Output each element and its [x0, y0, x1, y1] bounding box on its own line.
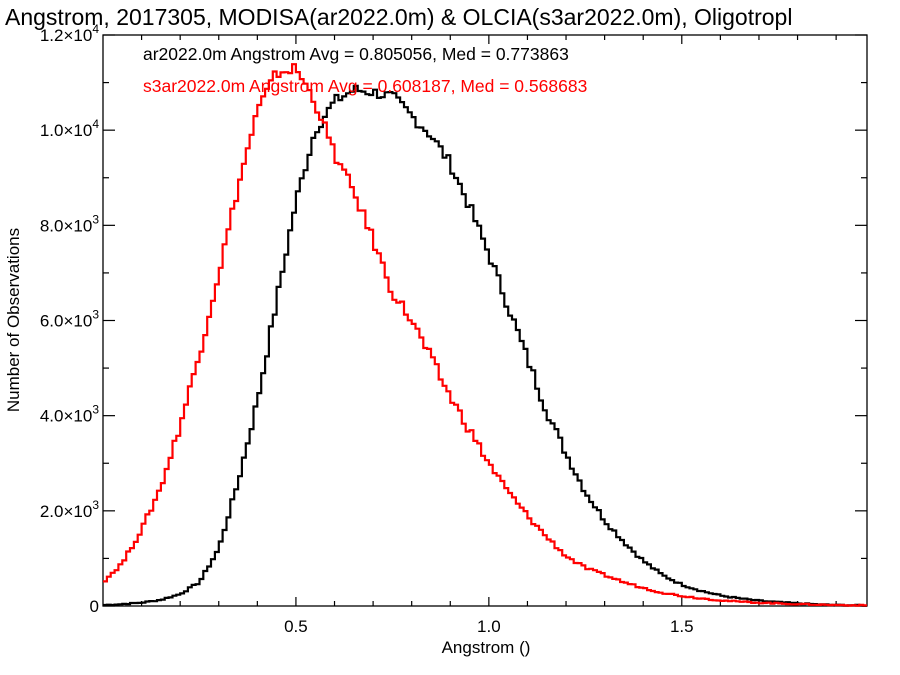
- y-tick-label: 6.0×103: [40, 308, 99, 331]
- series-line-s3ar2022.0m: [103, 63, 867, 607]
- x-tick-labels: 0.5 1.0 1.5: [284, 617, 693, 636]
- y-tick-labels: 0 2.0×103 4.0×103 6.0×103 8.0×103 1.0×104 1.2×…: [40, 22, 99, 616]
- x-tick-label: 1.5: [670, 617, 694, 636]
- y-tick-label: 4.0×103: [40, 403, 99, 426]
- y-axis-label: Number of Observations: [4, 227, 23, 413]
- x-tick-label: 1.0: [477, 617, 501, 636]
- series-line-ar2022.0m: [103, 84, 867, 607]
- plot-frame: [102, 34, 868, 607]
- legend-entry-olci: s3ar2022.0m Angstrom Avg = 0.608187, Med…: [143, 76, 588, 96]
- y-tick-label: 1.0×104: [40, 117, 99, 140]
- x-tick-label: 0.5: [284, 617, 308, 636]
- axis-ticks: [103, 34, 867, 607]
- series-lines: [103, 63, 867, 607]
- y-tick-label: 0: [90, 597, 99, 616]
- x-axis-label: Angstrom (): [441, 638, 531, 657]
- y-tick-label: 2.0×103: [40, 498, 99, 521]
- y-tick-label: 1.2×104: [40, 22, 99, 45]
- y-tick-label: 8.0×103: [40, 212, 99, 235]
- chart-title: Angstrom, 2017305, MODISA(ar2022.0m) & O…: [5, 4, 793, 30]
- legend-entry-modis: ar2022.0m Angstrom Avg = 0.805056, Med =…: [143, 44, 569, 64]
